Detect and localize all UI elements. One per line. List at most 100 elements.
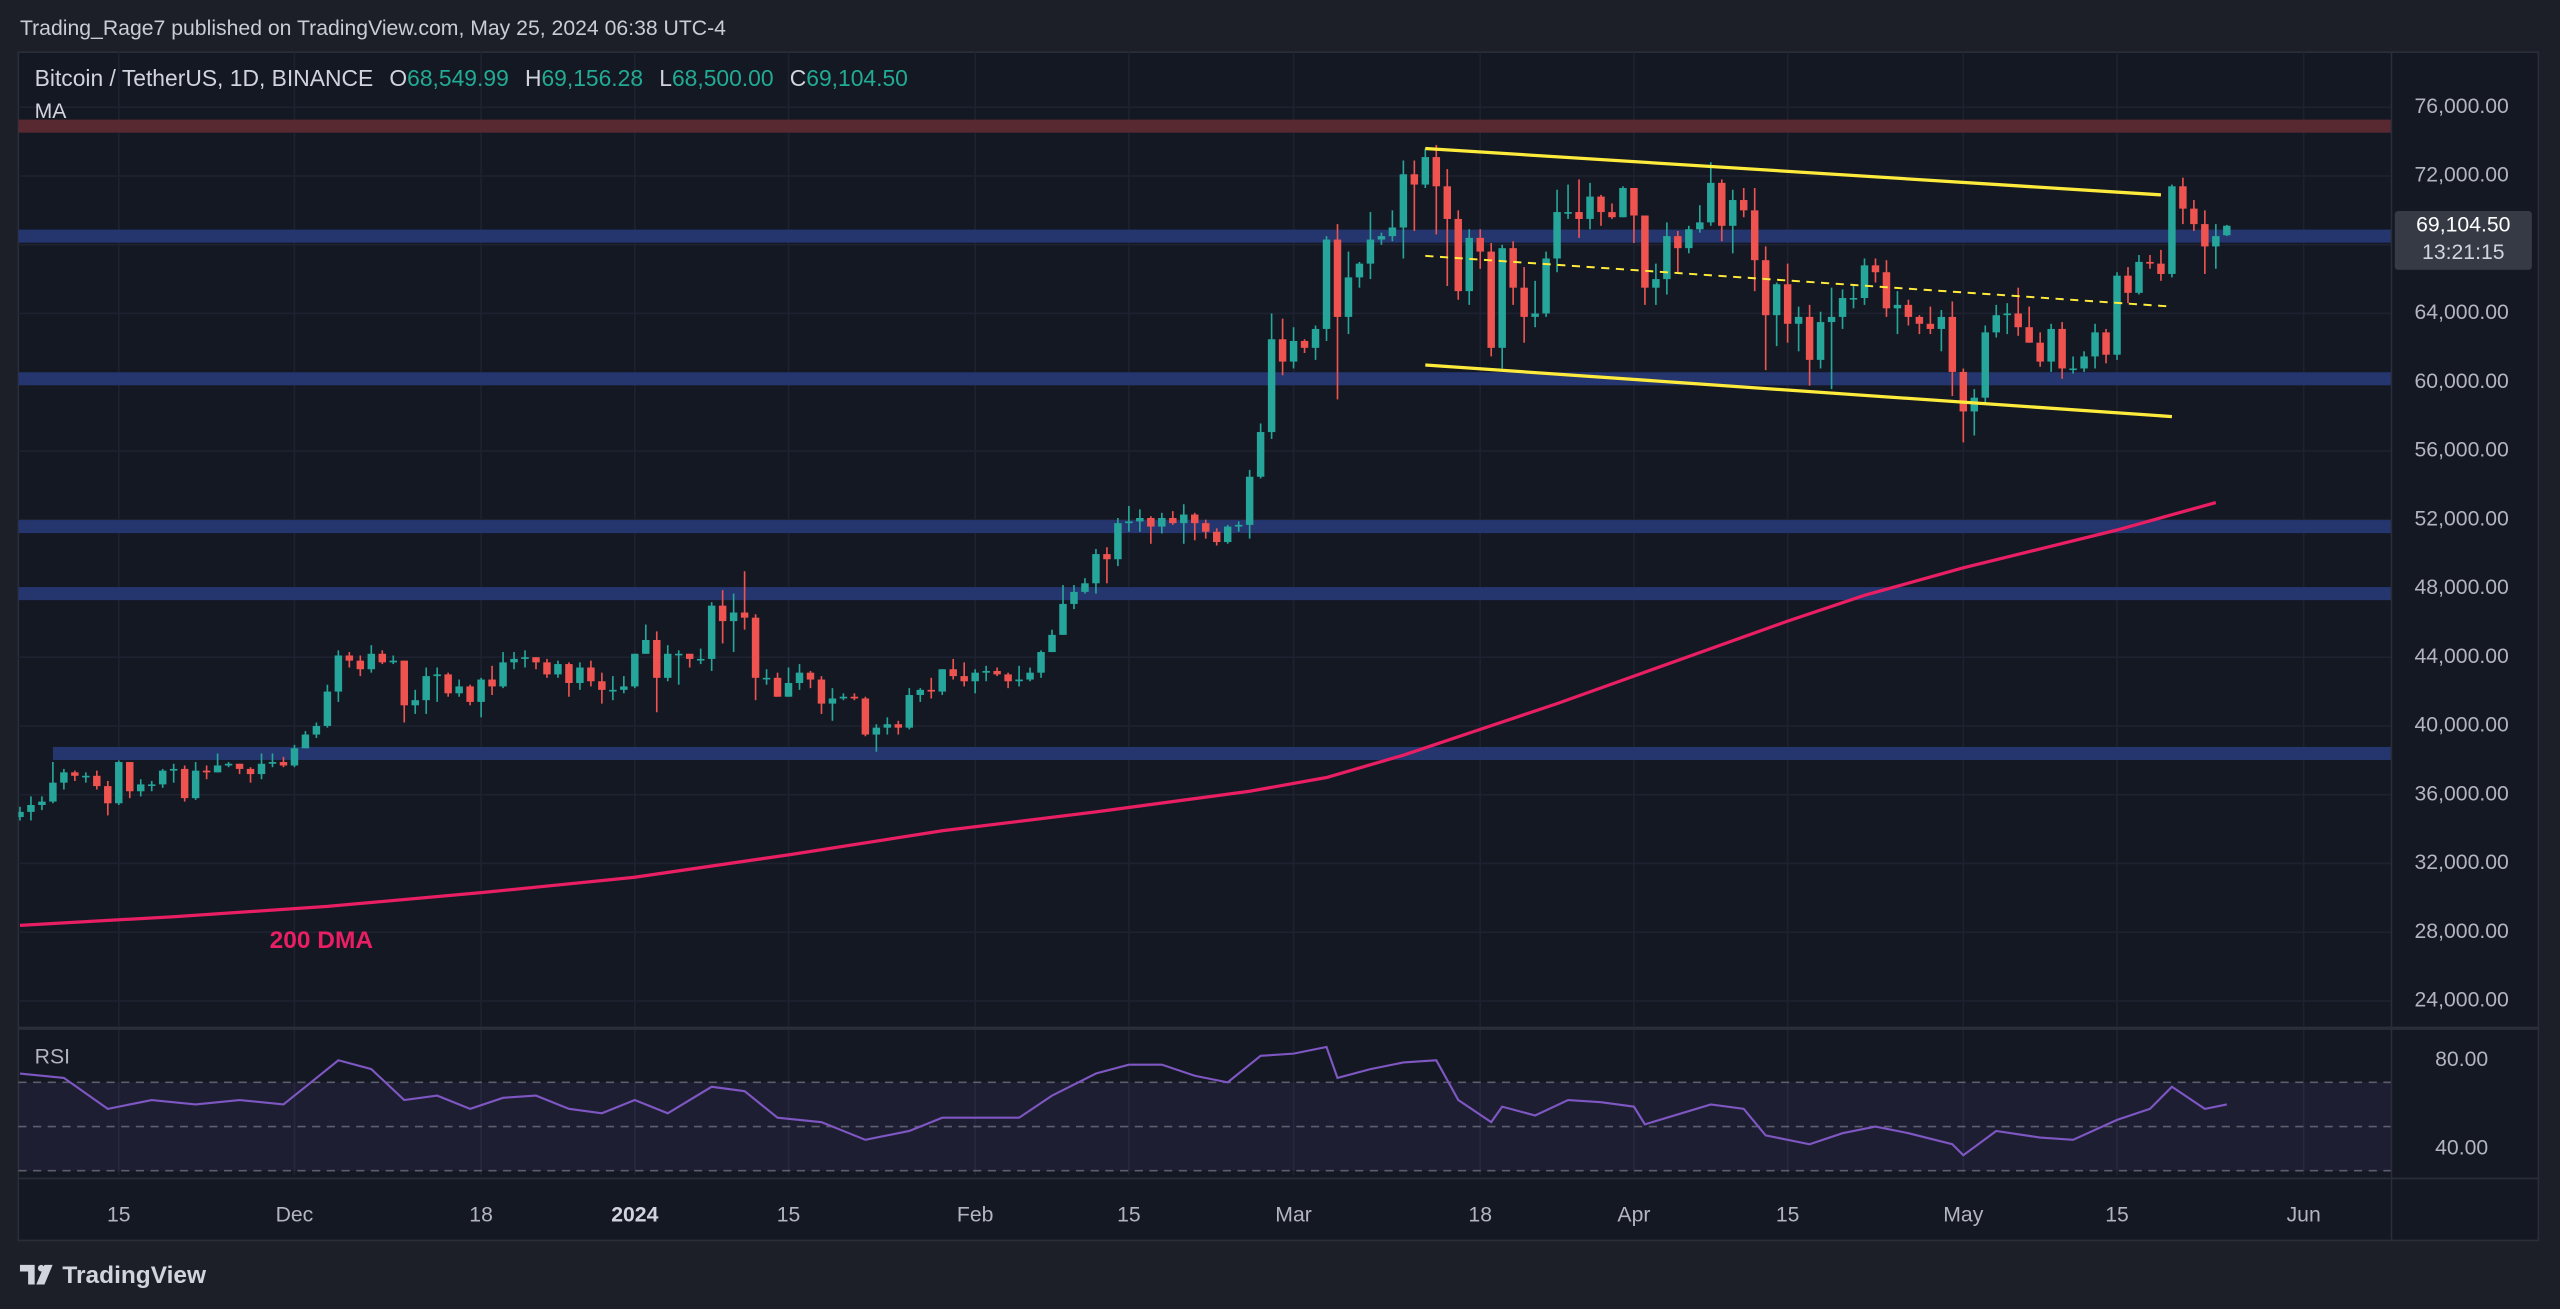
candle-body [367, 653, 376, 670]
y-tick-label: 40,000.00 [2415, 714, 2509, 737]
candle-body [1432, 157, 1441, 187]
last-price-box [2394, 211, 2532, 270]
indicator-label: MA [35, 100, 68, 123]
candle-body [246, 768, 255, 775]
candle-body [817, 679, 826, 704]
ma-annotation: 200 DMA [270, 927, 374, 954]
candle-body [1992, 315, 2000, 333]
last-price-label: 69,104.50 [2416, 213, 2510, 236]
candle-body [466, 686, 474, 702]
rsi-pane: 80.00 40.00 [18, 1045, 2488, 1172]
candle-body [1663, 236, 1671, 280]
candle-body [1739, 200, 1748, 211]
candle-body [1685, 229, 1693, 249]
ohlc-key: O [389, 65, 407, 91]
ohlc-value: 68,549.99 [407, 65, 509, 91]
y-tick-label: 32,000.00 [2415, 851, 2509, 874]
overlays [19, 146, 2217, 927]
candle-body [1202, 523, 1210, 532]
candle-body [609, 689, 617, 692]
candle-body [2124, 275, 2132, 293]
x-tick-label: Apr [1617, 1204, 1650, 1227]
candle-body [202, 770, 211, 773]
candle-body [1707, 182, 1715, 223]
candle-body [993, 670, 1001, 675]
x-tick-label: 15 [107, 1204, 131, 1227]
candle-body [191, 770, 200, 799]
x-tick-label: May [1943, 1204, 1983, 1227]
candle-body [1619, 188, 1627, 218]
candle-body [1344, 277, 1353, 317]
candle-body [444, 674, 452, 694]
candle-body [279, 762, 288, 766]
candle-body [2036, 342, 2044, 362]
candle-body [949, 669, 957, 677]
candle-body [1827, 316, 1836, 323]
candle-body [213, 765, 222, 773]
candle-body [49, 782, 57, 802]
candle-body [400, 660, 408, 706]
candle-body [1377, 236, 1386, 240]
candle-body [345, 655, 354, 661]
candle-body [685, 653, 694, 659]
ohlc-value: 68,500.00 [672, 65, 774, 91]
x-tick-label: 2024 [611, 1204, 658, 1227]
candle-body [1081, 583, 1089, 592]
candle-body [850, 696, 859, 699]
candle-body [718, 605, 727, 622]
candle-body [334, 655, 343, 692]
candle-body [653, 640, 661, 678]
candle-body [169, 768, 178, 771]
candle-body [828, 698, 837, 704]
level-band [18, 372, 2392, 386]
candle-body [1674, 236, 1682, 249]
y-tick-label: 48,000.00 [2415, 576, 2509, 599]
y-tick-label: 52,000.00 [2415, 507, 2509, 530]
candle-body [411, 700, 419, 706]
candle-body [916, 689, 925, 696]
candle-body [751, 617, 760, 678]
candle-body [1136, 517, 1144, 522]
candle-body [1059, 603, 1067, 635]
ohlc-key: C [790, 65, 807, 91]
candle-body [2047, 328, 2055, 362]
candle-body [115, 762, 123, 804]
candle-body [2190, 208, 2198, 225]
candle-body [598, 681, 606, 690]
candle-body [2135, 261, 2143, 293]
candle-body [1904, 304, 1913, 317]
candle-body [389, 660, 397, 663]
candle-body [1103, 554, 1111, 560]
candle-body [1322, 239, 1331, 329]
candle-body [1125, 521, 1133, 524]
candle-body [1564, 212, 1572, 214]
candle-body [2201, 224, 2209, 247]
candle-body [872, 727, 881, 735]
candle-body [806, 672, 815, 680]
candle-body [356, 660, 365, 670]
y-tick-label: 64,000.00 [2415, 301, 2509, 324]
candle-body [883, 724, 892, 728]
candle-body [1366, 239, 1375, 264]
candle-body [762, 677, 771, 680]
candle-body [1509, 248, 1517, 288]
candle-body [740, 612, 749, 618]
candle-body [126, 762, 134, 792]
candle-body [1893, 304, 1902, 309]
candle-body [576, 667, 584, 683]
ohlc-key: H [525, 65, 542, 91]
ohlc-value: 69,104.50 [806, 65, 908, 91]
trendline [1425, 363, 2173, 419]
candle-body [1256, 432, 1265, 477]
rsi-tick-label: 40.00 [2435, 1136, 2488, 1159]
candle-body [1158, 517, 1166, 527]
symbol-legend: Bitcoin / TetherUS, 1D, BINANCE O68,549.… [35, 65, 908, 91]
candle-body [696, 658, 705, 661]
candle-body [1641, 215, 1649, 288]
candle-body [1212, 531, 1221, 543]
candle-body [1289, 340, 1298, 362]
candle-body [323, 691, 332, 726]
candle-body [2157, 263, 2165, 274]
